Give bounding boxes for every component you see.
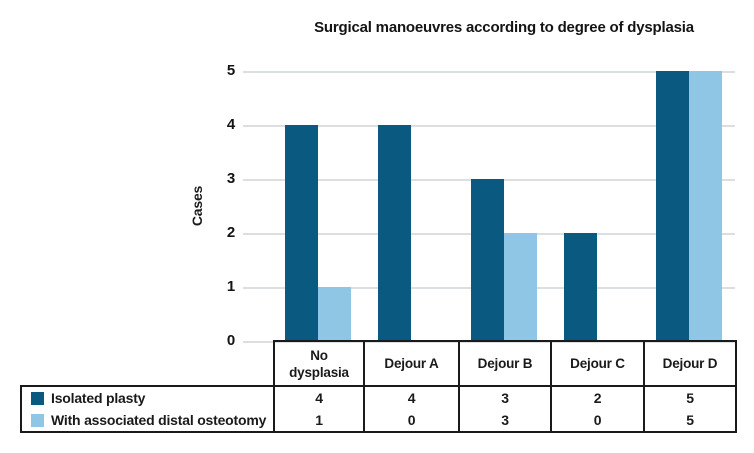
table-header-cell: Dejour D <box>643 340 737 387</box>
bar-isolated-plasty <box>656 71 689 341</box>
bar-group-dejour-b <box>458 71 550 341</box>
legend-label: With associated distal osteotomy <box>51 412 267 428</box>
gridline-5 <box>243 71 735 73</box>
bar-group-dejour-a <box>363 71 458 341</box>
legend-item-isolated-plasty: Isolated plasty <box>31 387 269 409</box>
value-isolated: 5 <box>686 390 694 406</box>
plot-area <box>273 71 735 341</box>
value-isolated: 4 <box>407 390 416 406</box>
value-osteotomy: 5 <box>686 412 694 428</box>
value-cell-dejour-d: 5 5 <box>643 385 737 433</box>
value-osteotomy: 0 <box>593 412 602 428</box>
value-cell-dejour-b: 3 3 <box>458 385 552 433</box>
value-osteotomy: 0 <box>407 412 416 428</box>
y-tick-3: 3 <box>226 170 235 187</box>
table-header-cell: Dejour C <box>550 340 645 387</box>
value-isolated: 4 <box>315 390 323 406</box>
legend-item-with-osteotomy: With associated distal osteotomy <box>31 409 269 431</box>
chart-title: Surgical manoeuvres according to degree … <box>314 19 694 36</box>
value-isolated: 3 <box>501 390 509 406</box>
with-osteotomy-swatch-icon <box>31 413 44 427</box>
legend-cell: Isolated plasty With associated distal o… <box>20 385 275 433</box>
value-osteotomy: 1 <box>315 412 323 428</box>
bar-with-osteotomy <box>689 71 722 341</box>
gridline-4 <box>243 125 735 127</box>
bar-group-no-dysplasia <box>273 71 363 341</box>
table-header-cell: Dejour A <box>363 340 460 387</box>
legend-label: Isolated plasty <box>51 390 146 406</box>
bar-isolated-plasty <box>285 125 318 341</box>
bar-isolated-plasty <box>471 179 504 341</box>
value-cell-dejour-a: 4 0 <box>363 385 460 433</box>
bar-with-osteotomy <box>504 233 537 341</box>
value-cell-dejour-c: 2 0 <box>550 385 645 433</box>
table-corner-empty <box>21 341 274 386</box>
bar-isolated-plasty <box>563 233 597 341</box>
data-table: No dysplasia Dejour A Dejour B Dejour C … <box>20 340 737 433</box>
bar-isolated-plasty <box>377 125 411 341</box>
isolated-plasty-swatch-icon <box>31 391 44 405</box>
bar-group-dejour-d <box>643 71 735 341</box>
table-header-row: No dysplasia Dejour A Dejour B Dejour C … <box>21 340 737 387</box>
table-header-cell: Dejour B <box>458 340 552 387</box>
bar-with-osteotomy <box>318 287 351 341</box>
table-header-cell: No dysplasia <box>273 340 365 387</box>
value-osteotomy: 3 <box>501 412 509 428</box>
y-tick-2: 2 <box>226 224 235 241</box>
table-values-row: Isolated plasty With associated distal o… <box>20 385 737 433</box>
y-tick-4: 4 <box>226 116 235 133</box>
y-tick-1: 1 <box>226 278 235 295</box>
value-isolated: 2 <box>593 390 602 406</box>
y-tick-0: 0 <box>226 332 235 349</box>
y-tick-5: 5 <box>226 62 235 79</box>
value-cell-no-dysplasia: 4 1 <box>273 385 365 433</box>
bar-group-dejour-c <box>550 71 643 341</box>
